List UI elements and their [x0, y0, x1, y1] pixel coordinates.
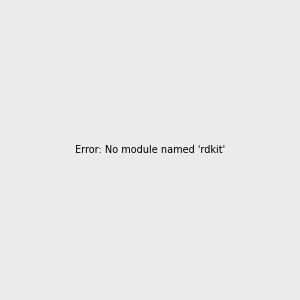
Text: Error: No module named 'rdkit': Error: No module named 'rdkit': [75, 145, 225, 155]
